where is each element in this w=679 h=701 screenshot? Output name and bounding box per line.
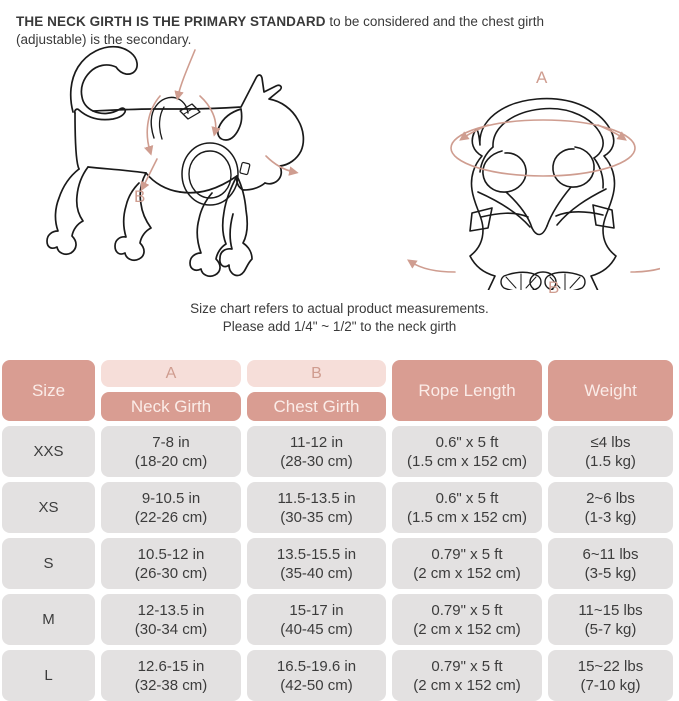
svg-text:A: A xyxy=(190,45,202,49)
svg-text:A: A xyxy=(536,68,548,87)
svg-text:B: B xyxy=(134,187,145,206)
